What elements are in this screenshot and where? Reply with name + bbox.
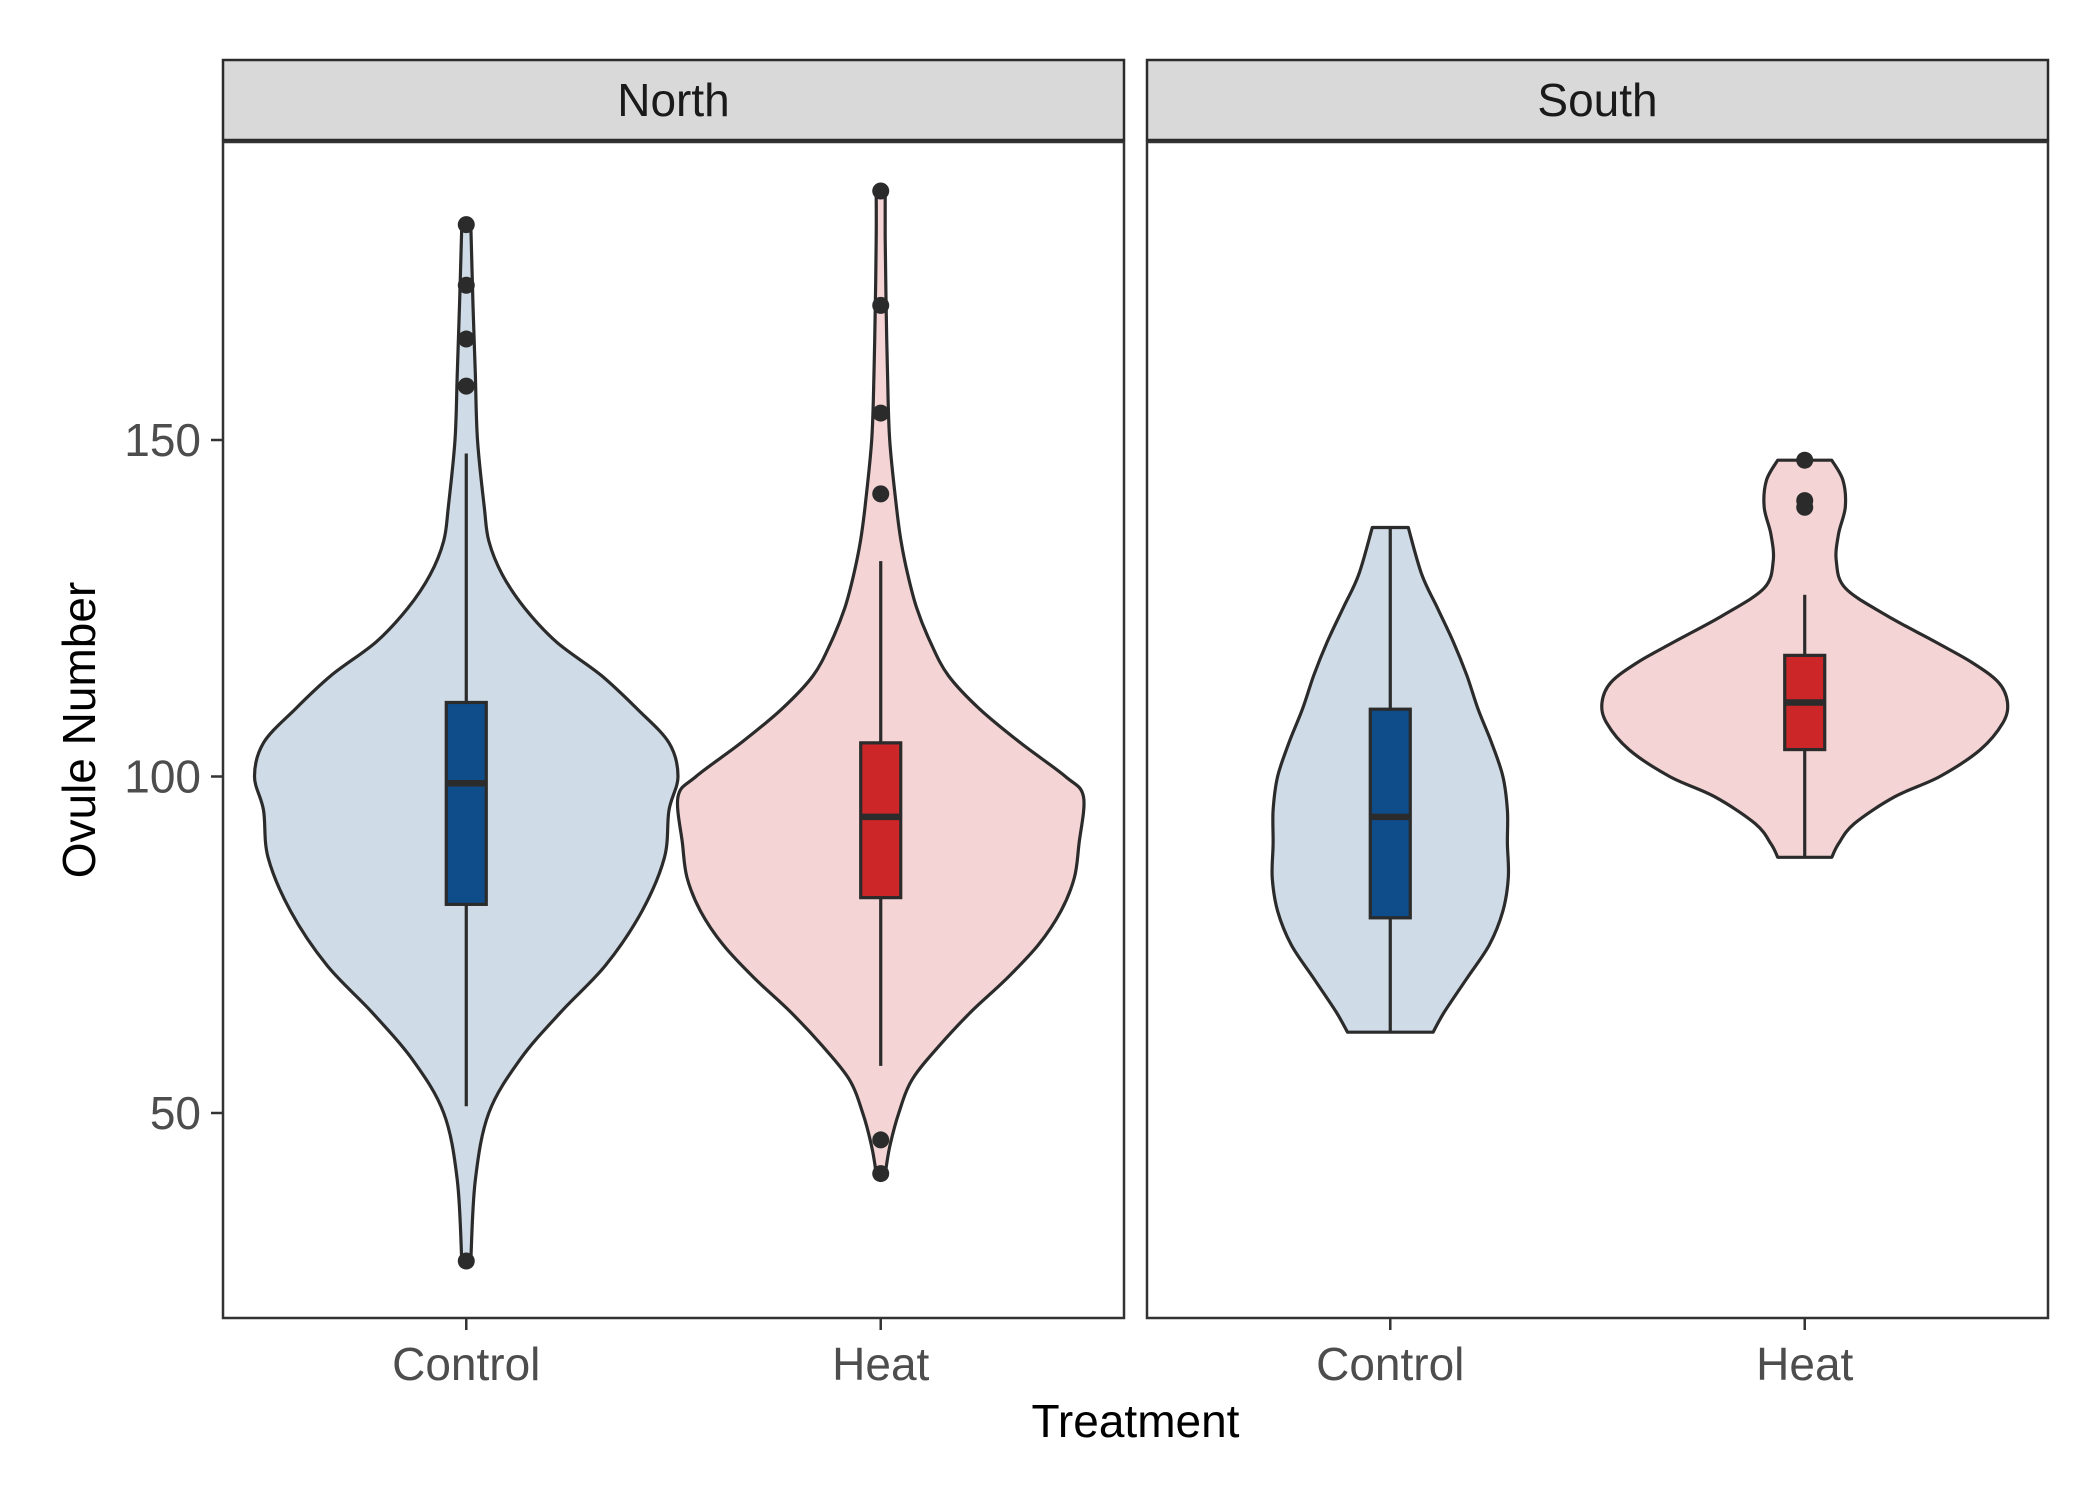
y-tick-label: 100 [124, 751, 201, 803]
x-tick-label: Control [1316, 1338, 1464, 1390]
box-iqr [1368, 707, 1412, 920]
violin-group-control [252, 216, 680, 1270]
box-iqr [859, 741, 903, 900]
y-tick-label: 50 [150, 1087, 201, 1139]
outlier-point [1796, 451, 1814, 469]
x-tick-label: Heat [832, 1338, 929, 1390]
panel-border [221, 140, 1126, 1320]
y-axis-title: Ovule Number [53, 582, 105, 879]
outlier-point [457, 216, 475, 234]
outlier-point [872, 1165, 890, 1183]
facet-strip-label: North [617, 74, 729, 126]
outlier-point [872, 485, 890, 503]
x-tick-label: Control [392, 1338, 540, 1390]
facet-strip [1145, 58, 2050, 142]
outlier-point [457, 1252, 475, 1270]
outlier-point [872, 296, 890, 314]
outlier-point [1796, 498, 1814, 516]
outlier-point [872, 182, 890, 200]
outlier-point [872, 404, 890, 422]
violin-group-control [1270, 525, 1511, 1034]
outlier-point [457, 276, 475, 294]
outlier-point [457, 377, 475, 395]
facet-strip [221, 58, 1126, 142]
facet-north: North Control Heat [221, 58, 1126, 1390]
violin-group-heat [1600, 451, 2010, 859]
y-tick-label: 150 [124, 414, 201, 466]
facet-strip-label: South [1537, 74, 1657, 126]
panel-border [1145, 140, 2050, 1320]
x-tick-label: Heat [1756, 1338, 1853, 1390]
facet-south: South Control Heat [1145, 58, 2050, 1390]
x-axis-title: Treatment [1032, 1395, 1240, 1447]
violin-group-heat [675, 182, 1086, 1183]
box-iqr [444, 700, 488, 906]
outlier-point [872, 1131, 890, 1149]
outlier-point [457, 330, 475, 348]
